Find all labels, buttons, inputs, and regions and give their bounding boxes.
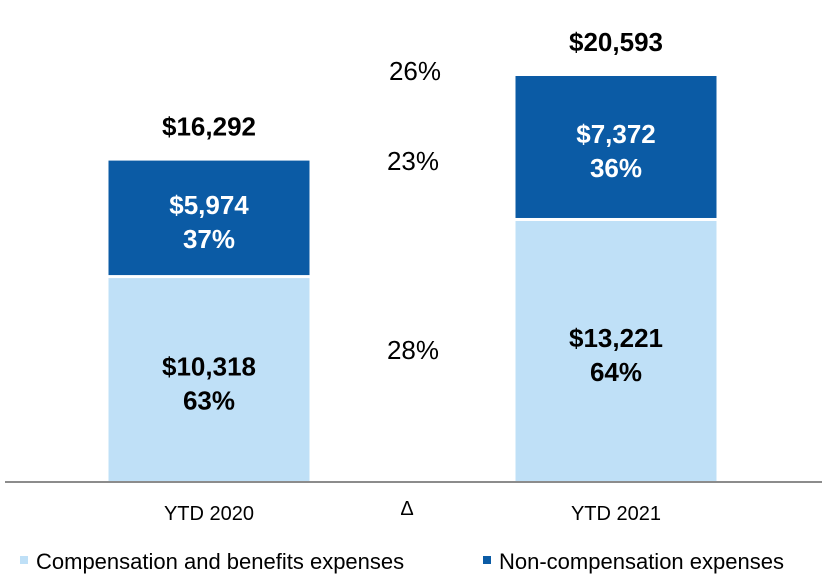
pct-label-compensation-0: 63% bbox=[183, 386, 235, 416]
bar-compensation-0 bbox=[108, 278, 310, 481]
bars-group bbox=[108, 76, 717, 481]
labels-group: $10,318 63% $5,974 37% $16,292 $13,221 64% $7,3… bbox=[162, 27, 663, 416]
x-tick-1: YTD 2021 bbox=[571, 503, 661, 525]
value-label-compensation-0: $10,318 bbox=[162, 352, 256, 382]
pct-label-non-compensation-1: 36% bbox=[590, 153, 642, 183]
value-label-non-compensation-1: $7,372 bbox=[576, 119, 656, 149]
legend-label-non-compensation: Non-compensation expenses bbox=[499, 549, 784, 574]
legend: Compensation and benefits expenses Non-c… bbox=[20, 549, 784, 574]
legend-label-compensation: Compensation and benefits expenses bbox=[36, 549, 404, 574]
bar-non-compensation-0 bbox=[108, 160, 310, 276]
total-label-0: $16,292 bbox=[162, 112, 256, 142]
value-label-compensation-1: $13,221 bbox=[569, 323, 663, 353]
legend-swatch-non-compensation bbox=[483, 556, 491, 564]
compensation-change-label: 28% bbox=[387, 335, 439, 365]
x-tick-delta: Δ bbox=[400, 498, 413, 520]
bar-non-compensation-1 bbox=[515, 76, 717, 218]
pct-label-compensation-1: 64% bbox=[590, 357, 642, 387]
total-label-1: $20,593 bbox=[569, 27, 663, 57]
bar-compensation-1 bbox=[515, 220, 717, 481]
total-change-label: 26% bbox=[389, 56, 441, 86]
x-tick-0: YTD 2020 bbox=[164, 503, 254, 525]
legend-swatch-compensation bbox=[20, 556, 28, 564]
value-label-non-compensation-0: $5,974 bbox=[169, 190, 249, 220]
non-compensation-change-label: 23% bbox=[387, 146, 439, 176]
pct-label-non-compensation-0: 37% bbox=[183, 224, 235, 254]
